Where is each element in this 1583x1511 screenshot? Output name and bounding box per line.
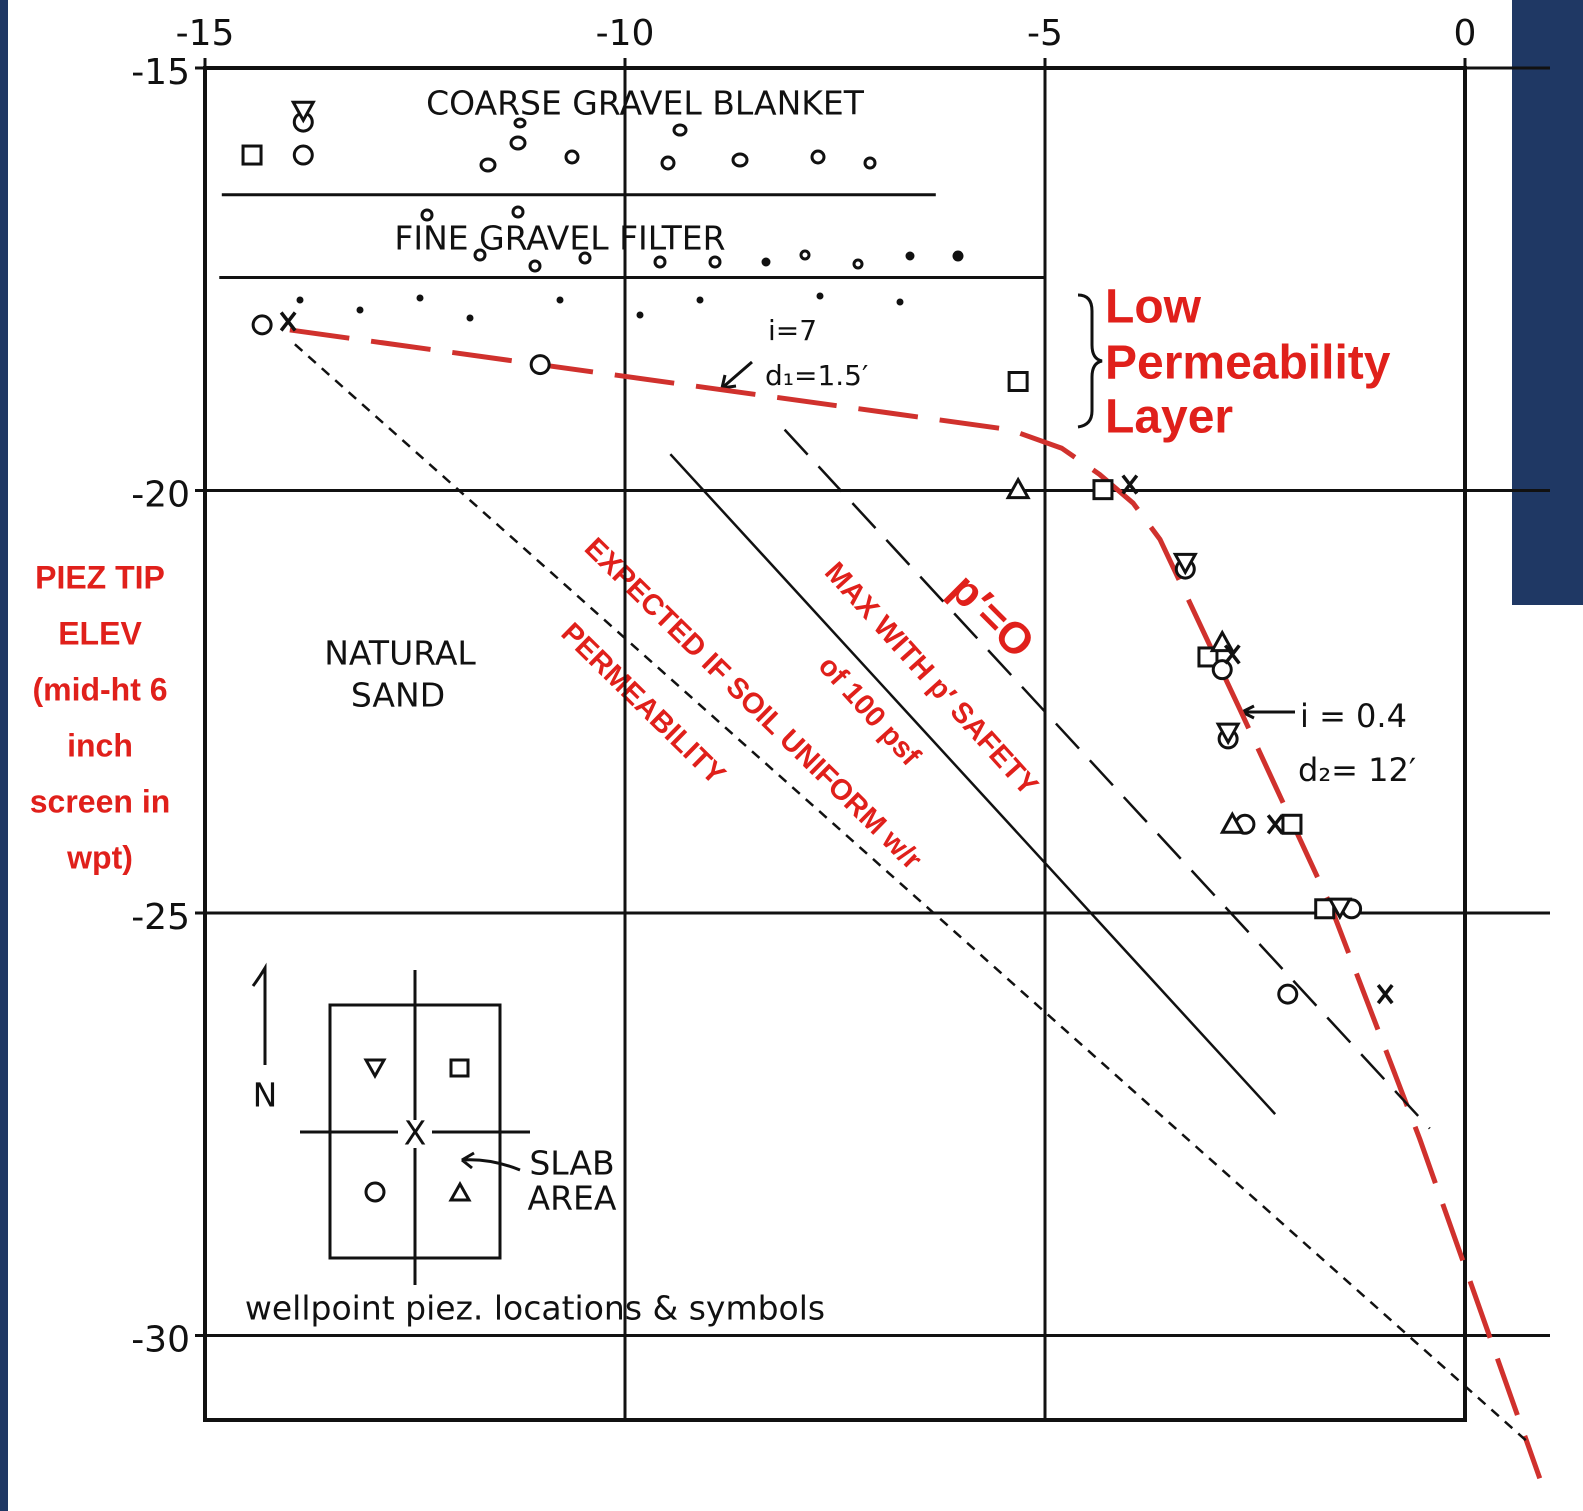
marker [1283,815,1301,833]
left-border [0,0,8,1511]
x-tick-label: -10 [596,13,655,54]
y-tick-label: -30 [131,1320,190,1361]
annotation: FINE GRAVEL FILTER [394,219,725,258]
marker [243,146,261,164]
marker [1094,481,1112,499]
annotation: NATURAL [324,634,476,673]
annotation: Low [1105,281,1202,334]
annotation: d₂= 12′ [1298,751,1416,789]
annotation: COARSE GRAVEL BLANKET [426,84,865,123]
marker-shape [281,313,295,331]
marker-shape [1378,985,1392,1003]
annotation: X [404,1114,427,1153]
marker [1009,372,1027,390]
marker [294,146,312,164]
annotation: d₁=1.5′ [765,359,868,392]
annotation: N [253,1076,278,1115]
marker-shape [1009,372,1027,390]
y-axis-label: ELEV [58,615,142,651]
y-axis-label: screen in [30,783,171,819]
side-panel [1512,0,1583,605]
arrow [1242,706,1295,718]
marker-shape [1268,815,1282,833]
y-axis-label: inch [67,727,133,763]
marker [1279,985,1297,1003]
brace [1078,295,1102,427]
marker-shape [243,146,261,164]
x-tick-label: -5 [1027,13,1063,54]
marker [253,316,271,334]
marker [281,313,295,331]
marker-shape [1008,480,1028,498]
annotation: Permeability [1105,337,1391,390]
marker [531,356,549,374]
marker-shape [1213,661,1231,679]
x-tick-label: 0 [1454,13,1477,54]
arrow [722,362,752,388]
y-tick-label: -20 [131,475,190,516]
marker-shape [1283,815,1301,833]
marker-shape [531,356,549,374]
annotation: wellpoint piez. locations & symbols [245,1289,825,1328]
marker-shape [1279,985,1297,1003]
marker [1378,985,1392,1003]
marker [1008,480,1028,498]
line [295,344,1530,1443]
marker-shape [1094,481,1112,499]
plot-frame [205,68,1465,1420]
annotation: i=7 [768,314,817,347]
y-tick-label: -25 [131,897,190,938]
y-axis-label: PIEZ TIP [35,559,165,595]
marker [1213,661,1231,679]
annotation: Layer [1105,391,1233,444]
marker [1268,815,1282,833]
annotation: AREA [528,1179,617,1218]
y-tick-label: -15 [131,52,190,93]
annotation: SLAB [529,1144,614,1183]
x-tick-label: -15 [176,13,235,54]
marker-shape [294,146,312,164]
location-inset [253,968,530,1285]
y-axis-label: (mid-ht 6 [32,671,167,707]
annotation: i = 0.4 [1300,697,1407,735]
marker-shape [253,316,271,334]
y-axis-label: wpt) [66,839,133,875]
annotation: SAND [351,676,445,715]
chart: COARSE GRAVEL BLANKET FINE GRAVEL FILTER… [0,0,1583,1511]
